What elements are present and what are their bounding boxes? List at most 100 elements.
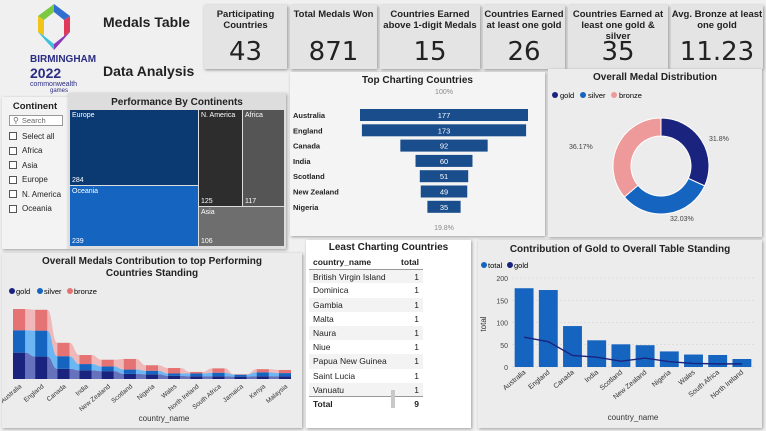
x-tick-label: England <box>23 383 46 404</box>
ribbon-segment-gold-wales[interactable] <box>168 375 181 379</box>
slicer-item-africa[interactable]: Africa <box>9 144 68 159</box>
combo-bar-canada[interactable] <box>563 326 582 367</box>
ribbon-segment-silver-nigeria[interactable] <box>145 370 159 375</box>
combo-bar-scotland[interactable] <box>611 344 631 367</box>
table-scrollbar[interactable] <box>391 390 395 408</box>
ribbon-segment-gold-india[interactable] <box>79 370 92 379</box>
table-row[interactable]: Naura 1 <box>309 325 423 341</box>
ribbon-segment-gold-jamaica[interactable] <box>234 376 247 379</box>
ribbon-segment-gold-malaysia[interactable] <box>278 376 292 379</box>
ribbon-segment-silver-south-africa[interactable] <box>212 372 225 377</box>
ribbon-segment-gold-scotland[interactable] <box>123 373 136 379</box>
combo-bar-north-ireland[interactable] <box>732 358 752 367</box>
table-row[interactable]: Niue 1 <box>309 340 423 355</box>
funnel-bar-scotland[interactable] <box>419 170 469 183</box>
checkbox[interactable] <box>9 175 17 184</box>
ribbon-segment-bronze-india[interactable] <box>79 355 92 365</box>
ribbon-segment-bronze-wales[interactable] <box>168 367 181 374</box>
treemap-cell-africa[interactable]: Africa 117 <box>243 110 284 206</box>
ribbon-segment-bronze-australia[interactable] <box>12 309 26 331</box>
ribbon-segment-bronze-malaysia[interactable] <box>278 369 292 374</box>
treemap-cell-asia[interactable]: Asia 106 <box>199 207 284 246</box>
legend-silver-dot <box>37 288 43 294</box>
col-country[interactable]: country_name <box>313 256 372 267</box>
combo-gold-line[interactable] <box>523 336 742 365</box>
combo-bar-nigeria[interactable] <box>659 351 679 367</box>
checkbox[interactable] <box>9 204 17 213</box>
ribbon-segment-gold-nigeria[interactable] <box>145 374 159 379</box>
ribbon-segment-silver-england[interactable] <box>35 330 48 357</box>
table-row[interactable]: Dominica 1 <box>309 283 423 298</box>
checkbox[interactable] <box>9 190 17 199</box>
row-country: Dominica <box>313 285 349 296</box>
ribbon-segment-gold-north-ireland[interactable] <box>190 376 203 379</box>
ribbon-segment-bronze-nigeria[interactable] <box>145 365 159 371</box>
table-row[interactable]: Papua New Guinea 1 <box>309 354 423 369</box>
table-row[interactable]: Saint Lucia 1 <box>309 368 423 383</box>
slicer-item-oceania[interactable]: Oceania <box>9 202 68 217</box>
ribbon-segment-bronze-england[interactable] <box>35 309 48 331</box>
slicer-search[interactable]: ⚲ Search <box>9 115 63 126</box>
ribbon-segment-gold-canada[interactable] <box>57 368 70 379</box>
slicer-item-asia[interactable]: Asia <box>9 158 68 173</box>
ribbon-segment-gold-kenya[interactable] <box>256 376 269 379</box>
checkbox[interactable] <box>9 161 17 170</box>
ribbon-segment-bronze-new-zealand[interactable] <box>101 359 114 367</box>
ribbon-gold <box>224 376 235 379</box>
ribbon-gold <box>246 376 257 379</box>
ribbon-segment-silver-canada[interactable] <box>57 356 70 369</box>
funnel-bar-new-zealand[interactable] <box>420 185 468 198</box>
funnel-bar-nigeria[interactable] <box>427 200 461 213</box>
treemap-cell-n-america[interactable]: N. America 125 <box>199 110 242 206</box>
ribbon-segment-gold-south-africa[interactable] <box>212 376 225 379</box>
table-row[interactable]: Malta 1 <box>309 311 423 326</box>
combo-bar-australia[interactable] <box>514 288 534 367</box>
col-total[interactable]: total <box>401 256 419 267</box>
donut-slice-gold[interactable] <box>660 117 710 187</box>
x-tick-label: India <box>75 383 91 398</box>
ribbon-segment-bronze-canada[interactable] <box>57 342 70 357</box>
donut-slice-bronze[interactable] <box>612 117 662 198</box>
ribbon-segment-silver-scotland[interactable] <box>123 369 136 374</box>
ribbon-segment-silver-jamaica[interactable] <box>234 374 247 377</box>
checkbox[interactable] <box>9 146 17 155</box>
funnel-bar-england[interactable] <box>361 124 527 137</box>
funnel-bar-india[interactable] <box>415 154 473 167</box>
funnel-bar-australia[interactable] <box>360 109 528 121</box>
combo-bar-india[interactable] <box>587 340 607 367</box>
slicer-item-n-america[interactable]: N. America <box>9 187 68 202</box>
ribbon-segment-bronze-scotland[interactable] <box>123 358 136 370</box>
slicer-item-europe[interactable]: Europe <box>9 173 68 188</box>
ribbon-segment-gold-england[interactable] <box>35 356 48 379</box>
checkbox[interactable] <box>9 132 17 141</box>
combo-bar-wales[interactable] <box>684 354 703 367</box>
ribbon-segment-silver-new-zealand[interactable] <box>101 366 114 372</box>
ribbon-segment-silver-wales[interactable] <box>168 373 181 376</box>
treemap-cell-europe[interactable]: Europe 284 <box>70 110 198 185</box>
ribbon-segment-silver-australia[interactable] <box>12 330 26 353</box>
ribbon-legend: gold silver bronze <box>9 287 97 296</box>
ribbon-gold <box>180 375 191 379</box>
table-row[interactable]: Gambia 1 <box>309 297 423 312</box>
ribbon-segment-silver-malaysia[interactable] <box>278 373 292 377</box>
row-country: British Virgin Island <box>313 271 386 282</box>
ribbon-segment-bronze-south-africa[interactable] <box>212 368 225 373</box>
ribbon-segment-silver-india[interactable] <box>79 364 92 371</box>
combo-bar-south-africa[interactable] <box>708 354 728 367</box>
treemap-cell-oceania[interactable]: Oceania 239 <box>70 186 198 246</box>
funnel-value-label: 35 <box>440 203 448 212</box>
ribbon-segment-silver-kenya[interactable] <box>256 372 269 377</box>
funnel-panel: Top Charting Countries 100% 19.8% 177 Aus… <box>290 72 545 236</box>
ribbon-segment-gold-australia[interactable] <box>12 352 26 379</box>
combo-bar-england[interactable] <box>538 290 558 367</box>
slicer-item-select-all[interactable]: Select all <box>9 129 68 144</box>
ribbon-segment-bronze-north-ireland[interactable] <box>190 371 203 374</box>
ribbon-segment-silver-north-ireland[interactable] <box>190 373 203 377</box>
combo-bar-new-zealand[interactable] <box>635 345 655 367</box>
ribbon-segment-bronze-kenya[interactable] <box>256 369 269 373</box>
funnel-bar-canada[interactable] <box>400 139 488 152</box>
ribbon-segment-gold-new-zealand[interactable] <box>101 371 114 379</box>
table-row[interactable]: British Virgin Island 1 <box>309 269 423 284</box>
ribbon-silver <box>180 373 191 377</box>
table-row[interactable]: Vanuatu 1 <box>309 382 423 397</box>
